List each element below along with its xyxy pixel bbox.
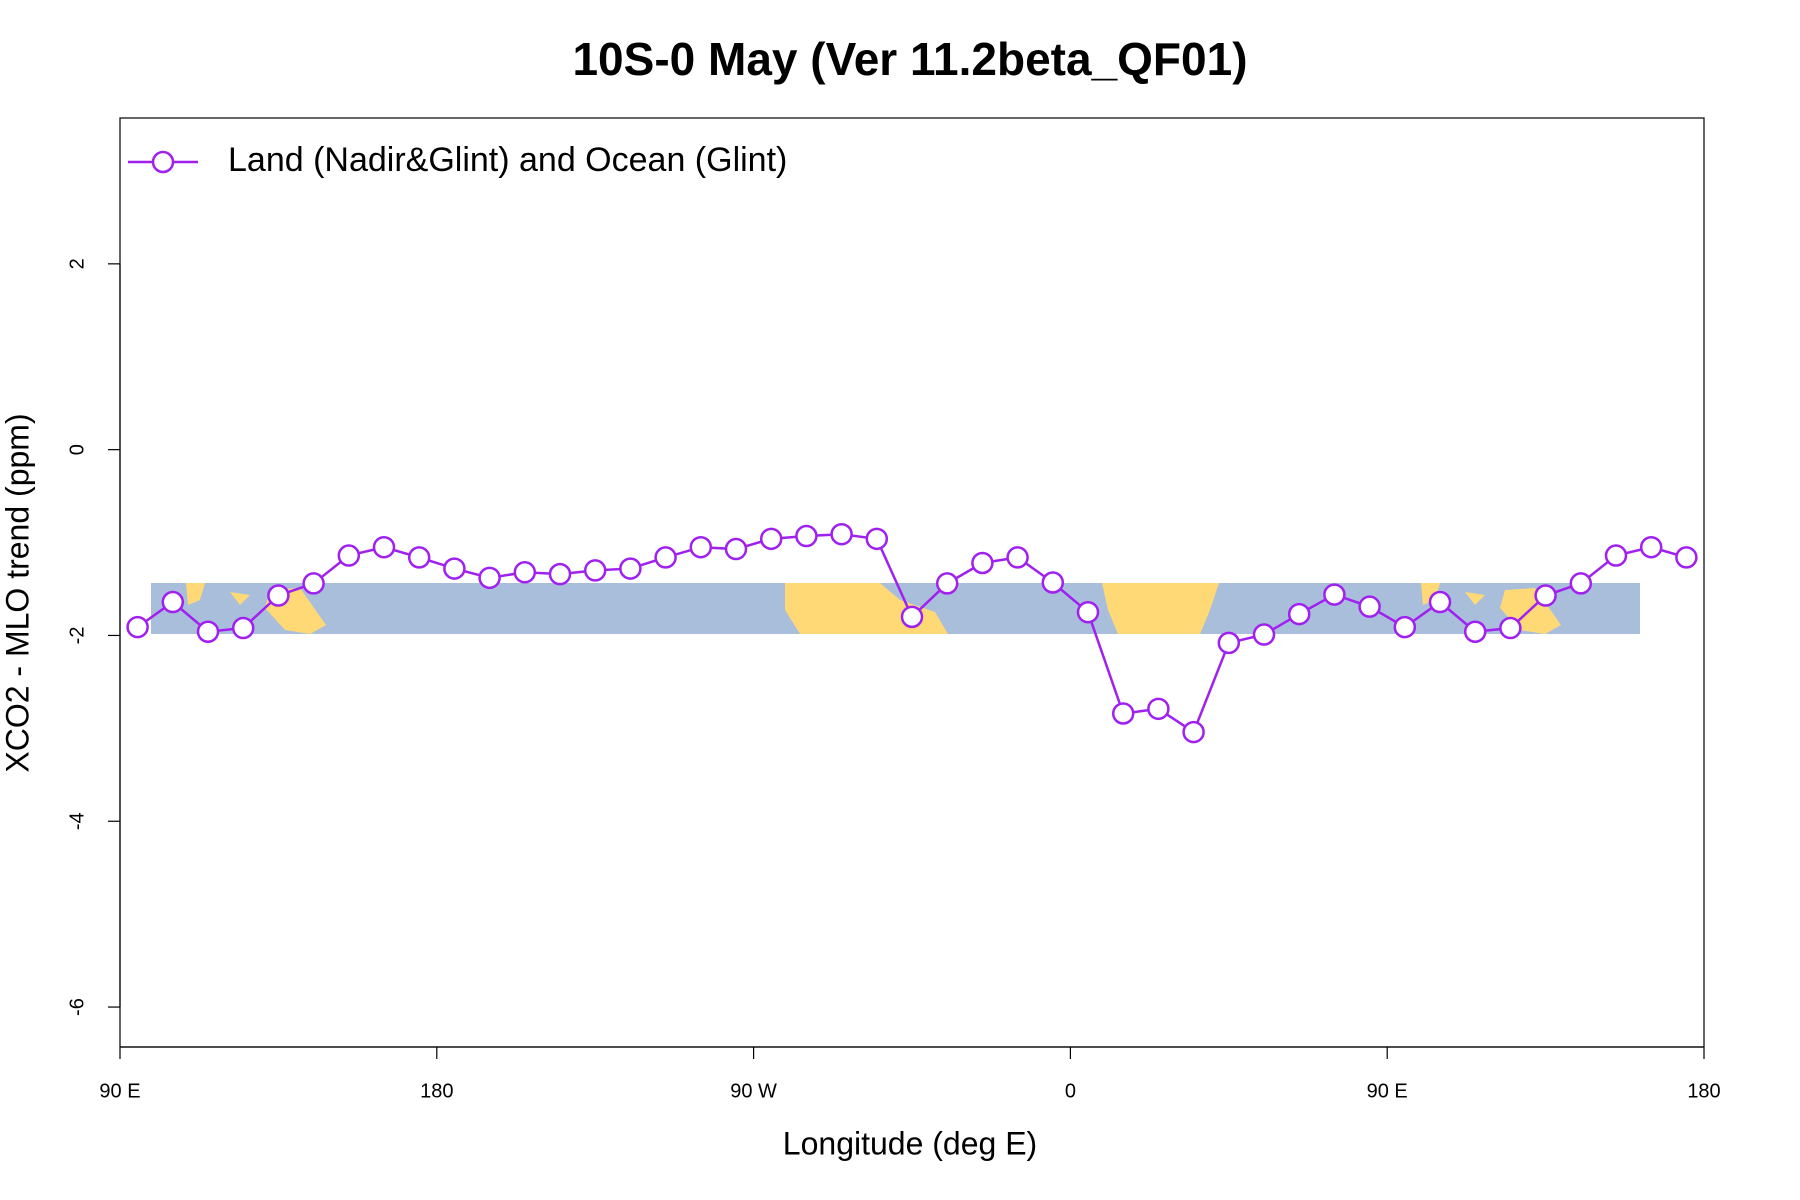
- data-point: [478, 566, 501, 590]
- data-point: [830, 522, 853, 546]
- data-point: [900, 605, 924, 629]
- data-point: [1675, 546, 1698, 569]
- data-point: [1604, 544, 1628, 567]
- data-point: [443, 557, 466, 580]
- data-point: [1006, 546, 1029, 569]
- data-point: [267, 584, 290, 607]
- data-point: [513, 561, 537, 584]
- data-point: [231, 616, 255, 640]
- data-point: [583, 559, 607, 582]
- legend-label: Land (Nadir&Glint) and Ocean (Glint): [228, 141, 787, 179]
- data-point: [126, 615, 149, 639]
- data-point: [372, 535, 396, 559]
- x-tick-label: 0: [1065, 1080, 1076, 1102]
- data-point: [865, 527, 889, 551]
- data-point: [654, 546, 677, 569]
- data-point: [337, 544, 361, 567]
- data-point: [1428, 590, 1452, 614]
- data-point: [724, 537, 748, 561]
- data-point: [971, 551, 994, 575]
- data-point: [1534, 584, 1557, 607]
- data-point: [1323, 583, 1346, 606]
- data-point: [1639, 535, 1663, 559]
- data-point: [161, 590, 185, 614]
- y-axis-label: XCO2 - MLO trend (ppm): [0, 413, 35, 772]
- data-point: [1499, 616, 1522, 640]
- data-point: [1111, 702, 1135, 725]
- x-tick-label: 180: [1687, 1080, 1720, 1102]
- legend-marker: [151, 150, 175, 174]
- data-point: [1358, 595, 1381, 618]
- data-point: [1252, 623, 1276, 646]
- data-point: [1217, 631, 1241, 655]
- data-point: [302, 572, 325, 595]
- data-point: [759, 527, 783, 551]
- data-point: [196, 620, 220, 643]
- data-point: [619, 557, 642, 580]
- data-point: [795, 524, 818, 548]
- data-point: [1569, 572, 1593, 595]
- data-point: [1147, 697, 1170, 721]
- data-point: [1182, 720, 1205, 744]
- x-axis-label: Longitude (deg E): [783, 1125, 1037, 1161]
- chart-title: 10S-0 May (Ver 11.2beta_QF01): [572, 33, 1247, 85]
- map-strip: [151, 583, 1640, 634]
- x-tick-label: 90 W: [730, 1080, 777, 1102]
- data-point: [1393, 615, 1417, 639]
- x-tick-label: 90 E: [1367, 1080, 1408, 1102]
- data-point: [935, 572, 959, 595]
- data-point: [1076, 600, 1100, 624]
- y-tick-label: -6: [66, 998, 88, 1016]
- y-tick-label: -2: [66, 627, 88, 645]
- data-point: [1463, 620, 1487, 643]
- data-point: [548, 562, 572, 586]
- y-tick-label: 2: [66, 258, 88, 269]
- data-point: [407, 546, 431, 569]
- data-point: [689, 535, 713, 559]
- x-tick-label: 180: [420, 1080, 453, 1102]
- data-point: [1041, 571, 1065, 594]
- y-tick-label: -4: [66, 812, 88, 830]
- x-tick-label: 90 E: [99, 1080, 140, 1102]
- plot-box: [119, 117, 1705, 1048]
- data-point: [1287, 602, 1311, 626]
- y-tick-label: 0: [66, 444, 88, 455]
